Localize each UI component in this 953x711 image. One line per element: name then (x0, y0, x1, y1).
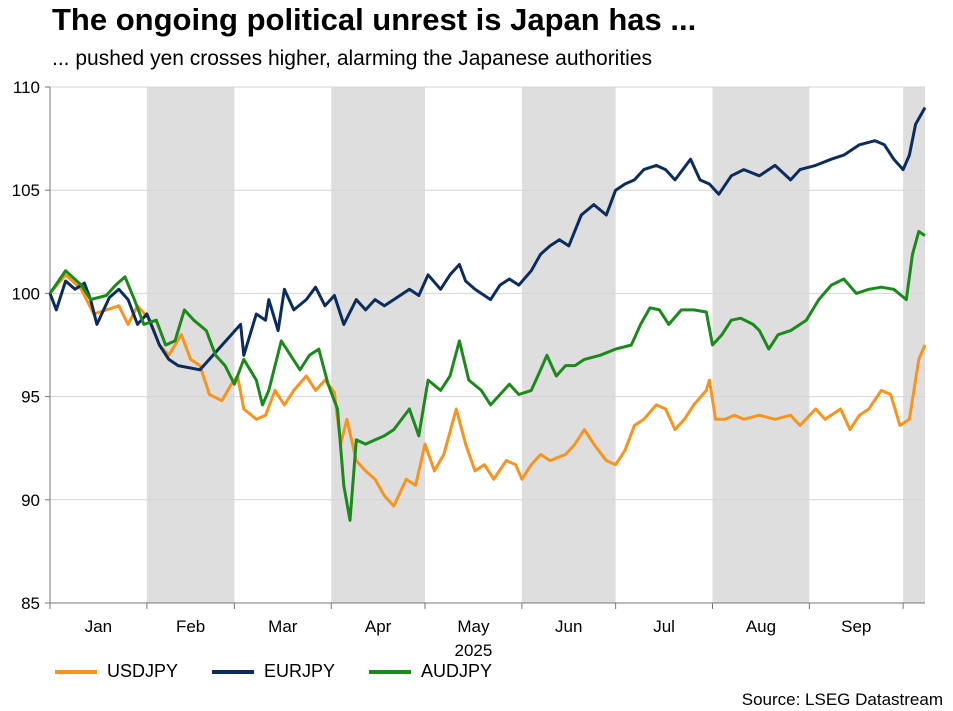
x-tick-label: Apr (365, 617, 392, 636)
month-shade-band (521, 87, 616, 603)
series-line-usdjpy (48, 273, 927, 508)
x-tick-label: Feb (176, 617, 205, 636)
legend-swatch (212, 669, 255, 674)
x-tick-label: Sep (841, 617, 871, 636)
month-shade-band (146, 87, 235, 603)
legend-label: USDJPY (107, 661, 179, 681)
y-tick-label: 100 (12, 284, 40, 303)
series-line-audjpy (48, 230, 926, 522)
x-tick-label: Jun (555, 617, 582, 636)
series-line-eurjpy (48, 106, 927, 372)
legend-label: EURJPY (264, 661, 336, 681)
x-axis-year-label: 2025 (455, 641, 493, 660)
legend-swatch (369, 669, 412, 674)
month-shade-band (331, 87, 425, 603)
legend-swatch (55, 669, 97, 674)
y-tick-label: 110 (13, 78, 40, 97)
y-tick-label: 95 (21, 388, 40, 407)
month-shade-band (712, 87, 810, 603)
y-tick-label: 85 (21, 594, 40, 613)
legend-item-eurjpy: EURJPY (212, 661, 335, 682)
x-tick-label: Aug (746, 617, 776, 636)
chart-title: The ongoing political unrest is Japan ha… (52, 2, 697, 37)
chart-subtitle: ... pushed yen crosses higher, alarming … (52, 47, 653, 70)
x-tick-label: May (457, 617, 490, 636)
legend: USDJPY EURJPY AUDJPY (55, 661, 492, 682)
legend-item-audjpy: AUDJPY (369, 661, 492, 682)
legend-label: AUDJPY (421, 661, 493, 681)
x-tick-label: Mar (268, 617, 298, 636)
legend-item-usdjpy: USDJPY (55, 661, 178, 682)
x-tick-label: Jan (85, 617, 112, 636)
y-tick-label: 105 (12, 181, 40, 200)
y-tick-label: 90 (21, 491, 40, 510)
month-shade-band (903, 87, 925, 603)
x-tick-label: Jul (653, 617, 675, 636)
source-note: Source: LSEG Datastream (741, 690, 943, 709)
